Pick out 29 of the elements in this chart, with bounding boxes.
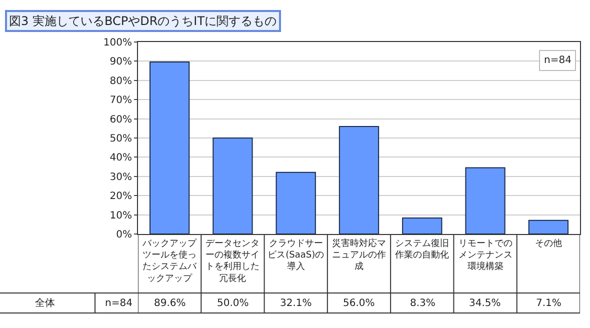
chart-title: 図3 実施しているBCPやDRのうちITに関するもの: [9, 14, 277, 28]
y-tick-label: 20%: [110, 191, 132, 202]
x-tick-label: システム復旧作業の自動化: [394, 238, 450, 260]
annotation: n=84: [544, 55, 572, 66]
x-tick-label: リモートでのメンテナンス環境構築: [458, 238, 512, 272]
y-tick-label: 50%: [110, 134, 132, 144]
y-tick-label: 70%: [110, 95, 132, 106]
data-label: 34.5%: [469, 298, 501, 309]
data-label: 7.1%: [536, 298, 562, 309]
data-label: 8.3%: [410, 298, 436, 309]
y-tick-label: 90%: [110, 56, 132, 68]
y-tick-label: 10%: [110, 210, 132, 222]
data-label: 89.6%: [154, 298, 186, 309]
y-tick-label: 100%: [103, 38, 132, 48]
x-tick-label: データセンターの複数サイトを利用した冗長化: [206, 238, 260, 284]
x-tick-label: 災害時対応マニュアルの作成: [332, 238, 386, 272]
text: 全体: [35, 297, 55, 309]
text: n=84: [105, 298, 132, 309]
data-label: 56.0%: [343, 298, 375, 309]
y-tick-label: 0%: [116, 230, 132, 240]
x-tick-label: その他: [534, 238, 562, 249]
y-tick-label: 80%: [110, 76, 132, 87]
x-tick-label: クラウドサービス(SaaS)の導入: [268, 238, 324, 272]
y-tick-label: 30%: [110, 172, 132, 183]
y-tick-label: 60%: [110, 114, 132, 126]
y-tick-label: 40%: [110, 152, 132, 164]
data-label: 50.0%: [217, 298, 249, 309]
x-tick-label: バックアップツールを使ったシステムバックアップ: [142, 238, 198, 284]
data-label: 32.1%: [280, 298, 312, 309]
